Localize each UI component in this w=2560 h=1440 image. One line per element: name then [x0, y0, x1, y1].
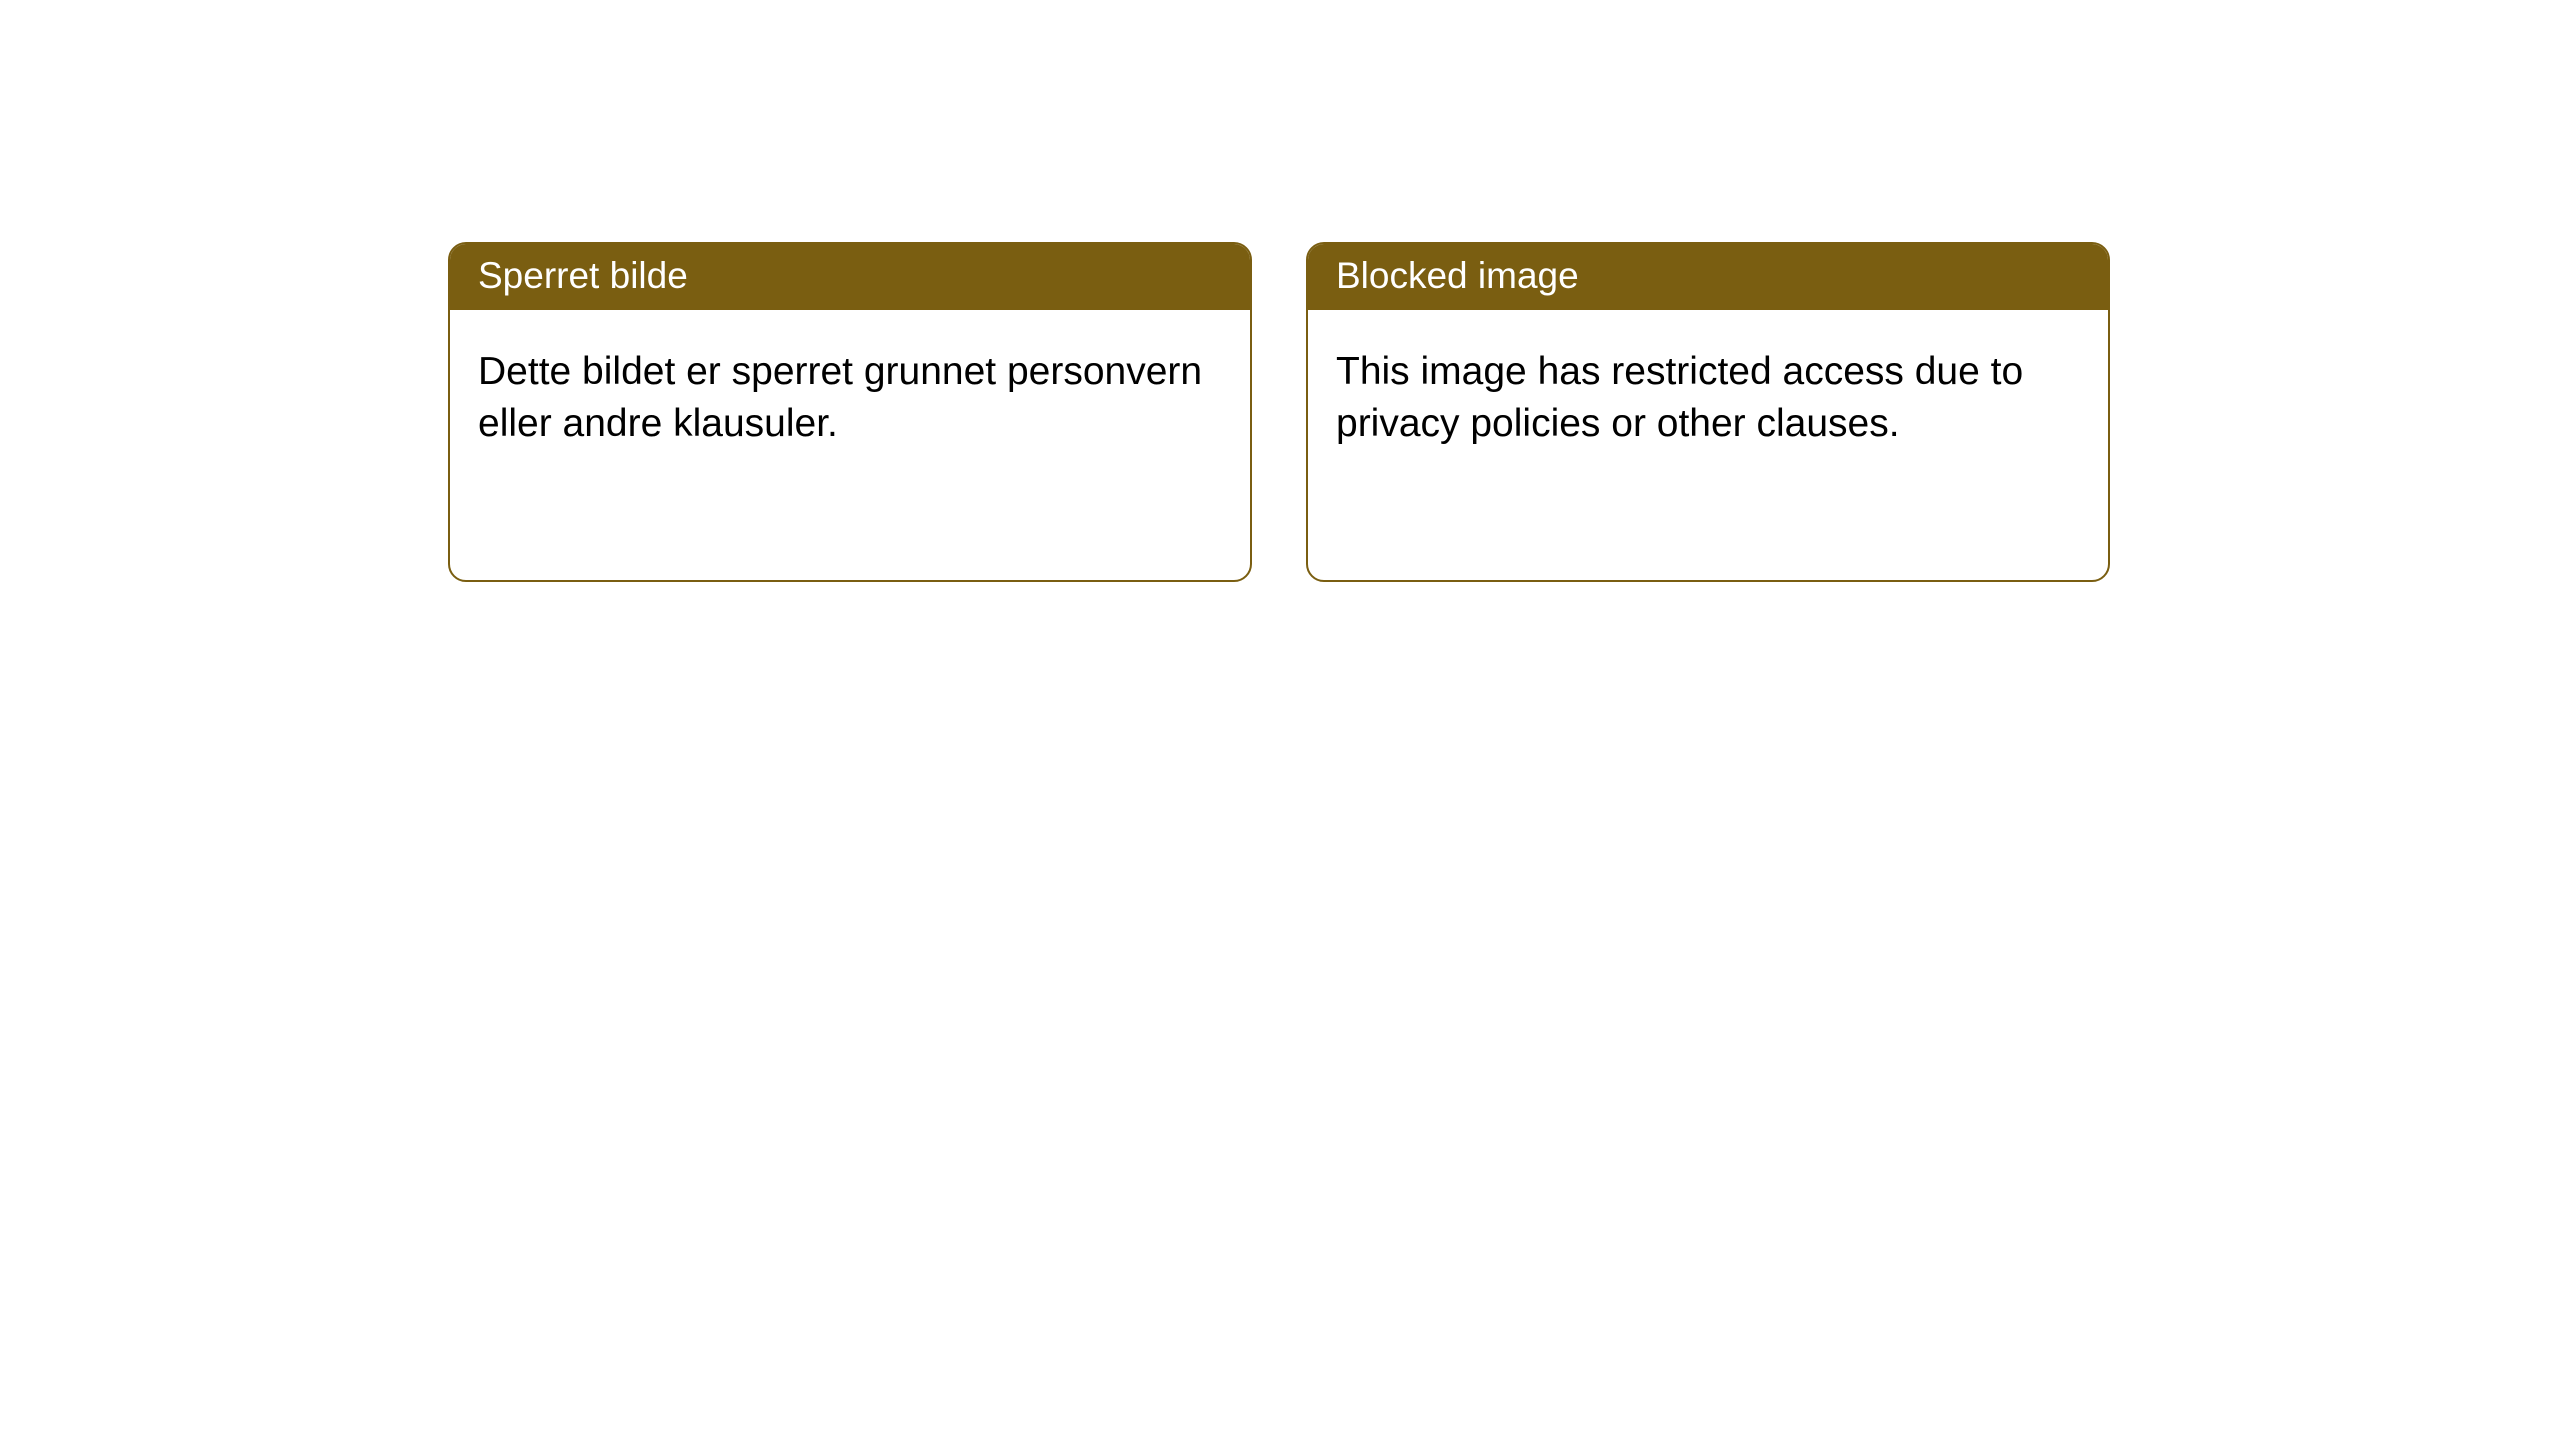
card-title: Blocked image — [1336, 255, 1579, 296]
card-header: Blocked image — [1308, 244, 2108, 310]
card-body-text: Dette bildet er sperret grunnet personve… — [478, 350, 1202, 445]
card-title: Sperret bilde — [478, 255, 688, 296]
blocked-image-card-english: Blocked image This image has restricted … — [1306, 242, 2110, 582]
blocked-image-card-norwegian: Sperret bilde Dette bildet er sperret gr… — [448, 242, 1252, 582]
card-body: This image has restricted access due to … — [1308, 310, 2108, 478]
card-body: Dette bildet er sperret grunnet personve… — [450, 310, 1250, 478]
card-header: Sperret bilde — [450, 244, 1250, 310]
notice-cards-container: Sperret bilde Dette bildet er sperret gr… — [0, 0, 2560, 582]
card-body-text: This image has restricted access due to … — [1336, 350, 2023, 445]
